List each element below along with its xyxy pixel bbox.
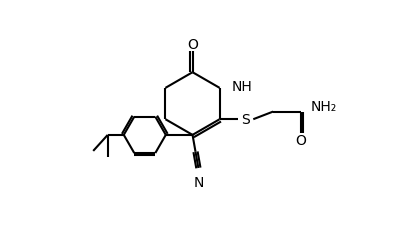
Text: N: N	[193, 175, 204, 189]
Text: S: S	[241, 113, 250, 127]
Text: O: O	[295, 134, 306, 148]
Text: NH₂: NH₂	[310, 99, 337, 113]
Text: NH: NH	[231, 80, 252, 94]
Text: O: O	[187, 37, 198, 51]
